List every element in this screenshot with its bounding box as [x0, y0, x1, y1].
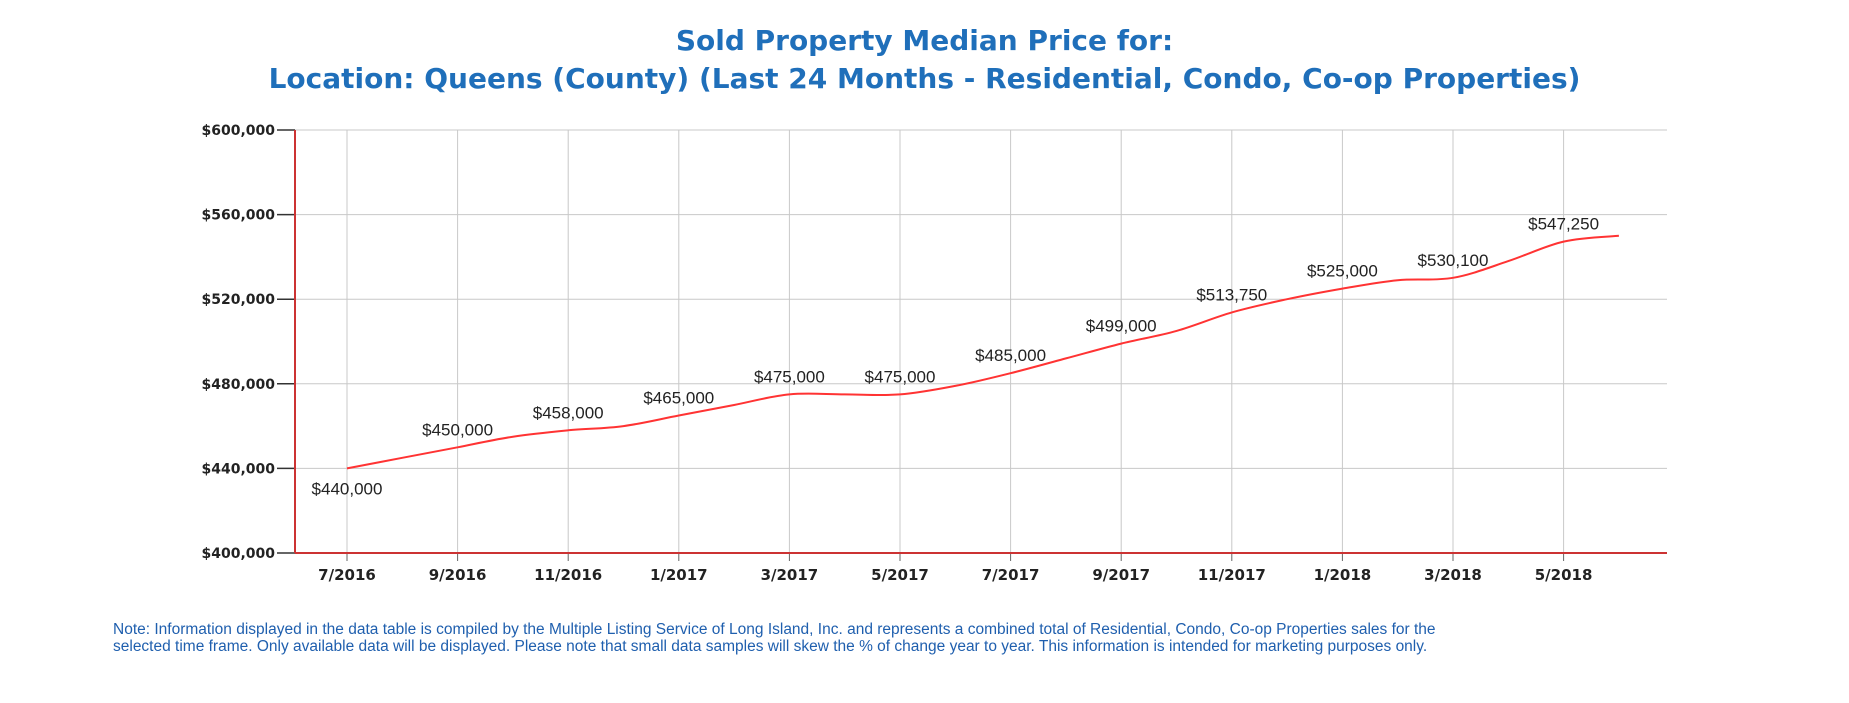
data-label: $547,250	[1528, 215, 1599, 234]
x-tick-label: 1/2017	[650, 566, 708, 584]
line-chart: $400,000 $440,000 $480,000 $520,000 $560,000…	[201, 123, 1667, 584]
data-label: $499,000	[1086, 317, 1157, 336]
data-label: $485,000	[975, 346, 1046, 365]
x-tick-label: 5/2017	[871, 566, 929, 584]
x-tick-label: 9/2017	[1092, 566, 1150, 584]
chart-title-line-1: Sold Property Median Price for:	[675, 24, 1174, 57]
data-label: $475,000	[754, 367, 825, 386]
data-label: $465,000	[643, 389, 714, 408]
x-tick-label: 7/2017	[982, 566, 1040, 584]
chart-title: Sold Property Median Price for: Location…	[0, 22, 1849, 98]
x-tick-label: 3/2018	[1424, 566, 1482, 584]
x-tick-label: 5/2018	[1535, 566, 1593, 584]
disclaimer-note-line-1: Note: Information displayed in the data …	[113, 621, 1436, 638]
chart-title-line-2: Location: Queens (County) (Last 24 Month…	[268, 62, 1581, 95]
y-tick-label: $480,000	[201, 377, 275, 393]
data-label: $440,000	[312, 479, 383, 498]
x-tick-label: 11/2016	[534, 566, 602, 584]
y-tick-label: $560,000	[201, 208, 275, 224]
data-label: $458,000	[533, 403, 604, 422]
y-tick-label: $400,000	[201, 546, 275, 562]
x-tick-label: 3/2017	[761, 566, 819, 584]
data-label: $530,100	[1418, 251, 1489, 270]
data-label: $513,750	[1196, 285, 1267, 304]
y-tick-label: $440,000	[201, 461, 275, 477]
disclaimer-note: Note: Information displayed in the data …	[113, 621, 1713, 655]
x-tick-label: 9/2016	[429, 566, 487, 584]
data-label: $525,000	[1307, 262, 1378, 281]
data-label: $475,000	[865, 367, 936, 386]
x-tick-label: 7/2016	[318, 566, 376, 584]
data-label: $450,000	[422, 420, 493, 439]
x-tick-label: 1/2018	[1314, 566, 1372, 584]
y-tick-label: $600,000	[201, 123, 275, 139]
disclaimer-note-line-2: selected time frame. Only available data…	[113, 638, 1428, 655]
x-tick-label: 11/2017	[1198, 566, 1266, 584]
y-tick-label: $520,000	[201, 292, 275, 308]
series-line	[346, 234, 1619, 470]
